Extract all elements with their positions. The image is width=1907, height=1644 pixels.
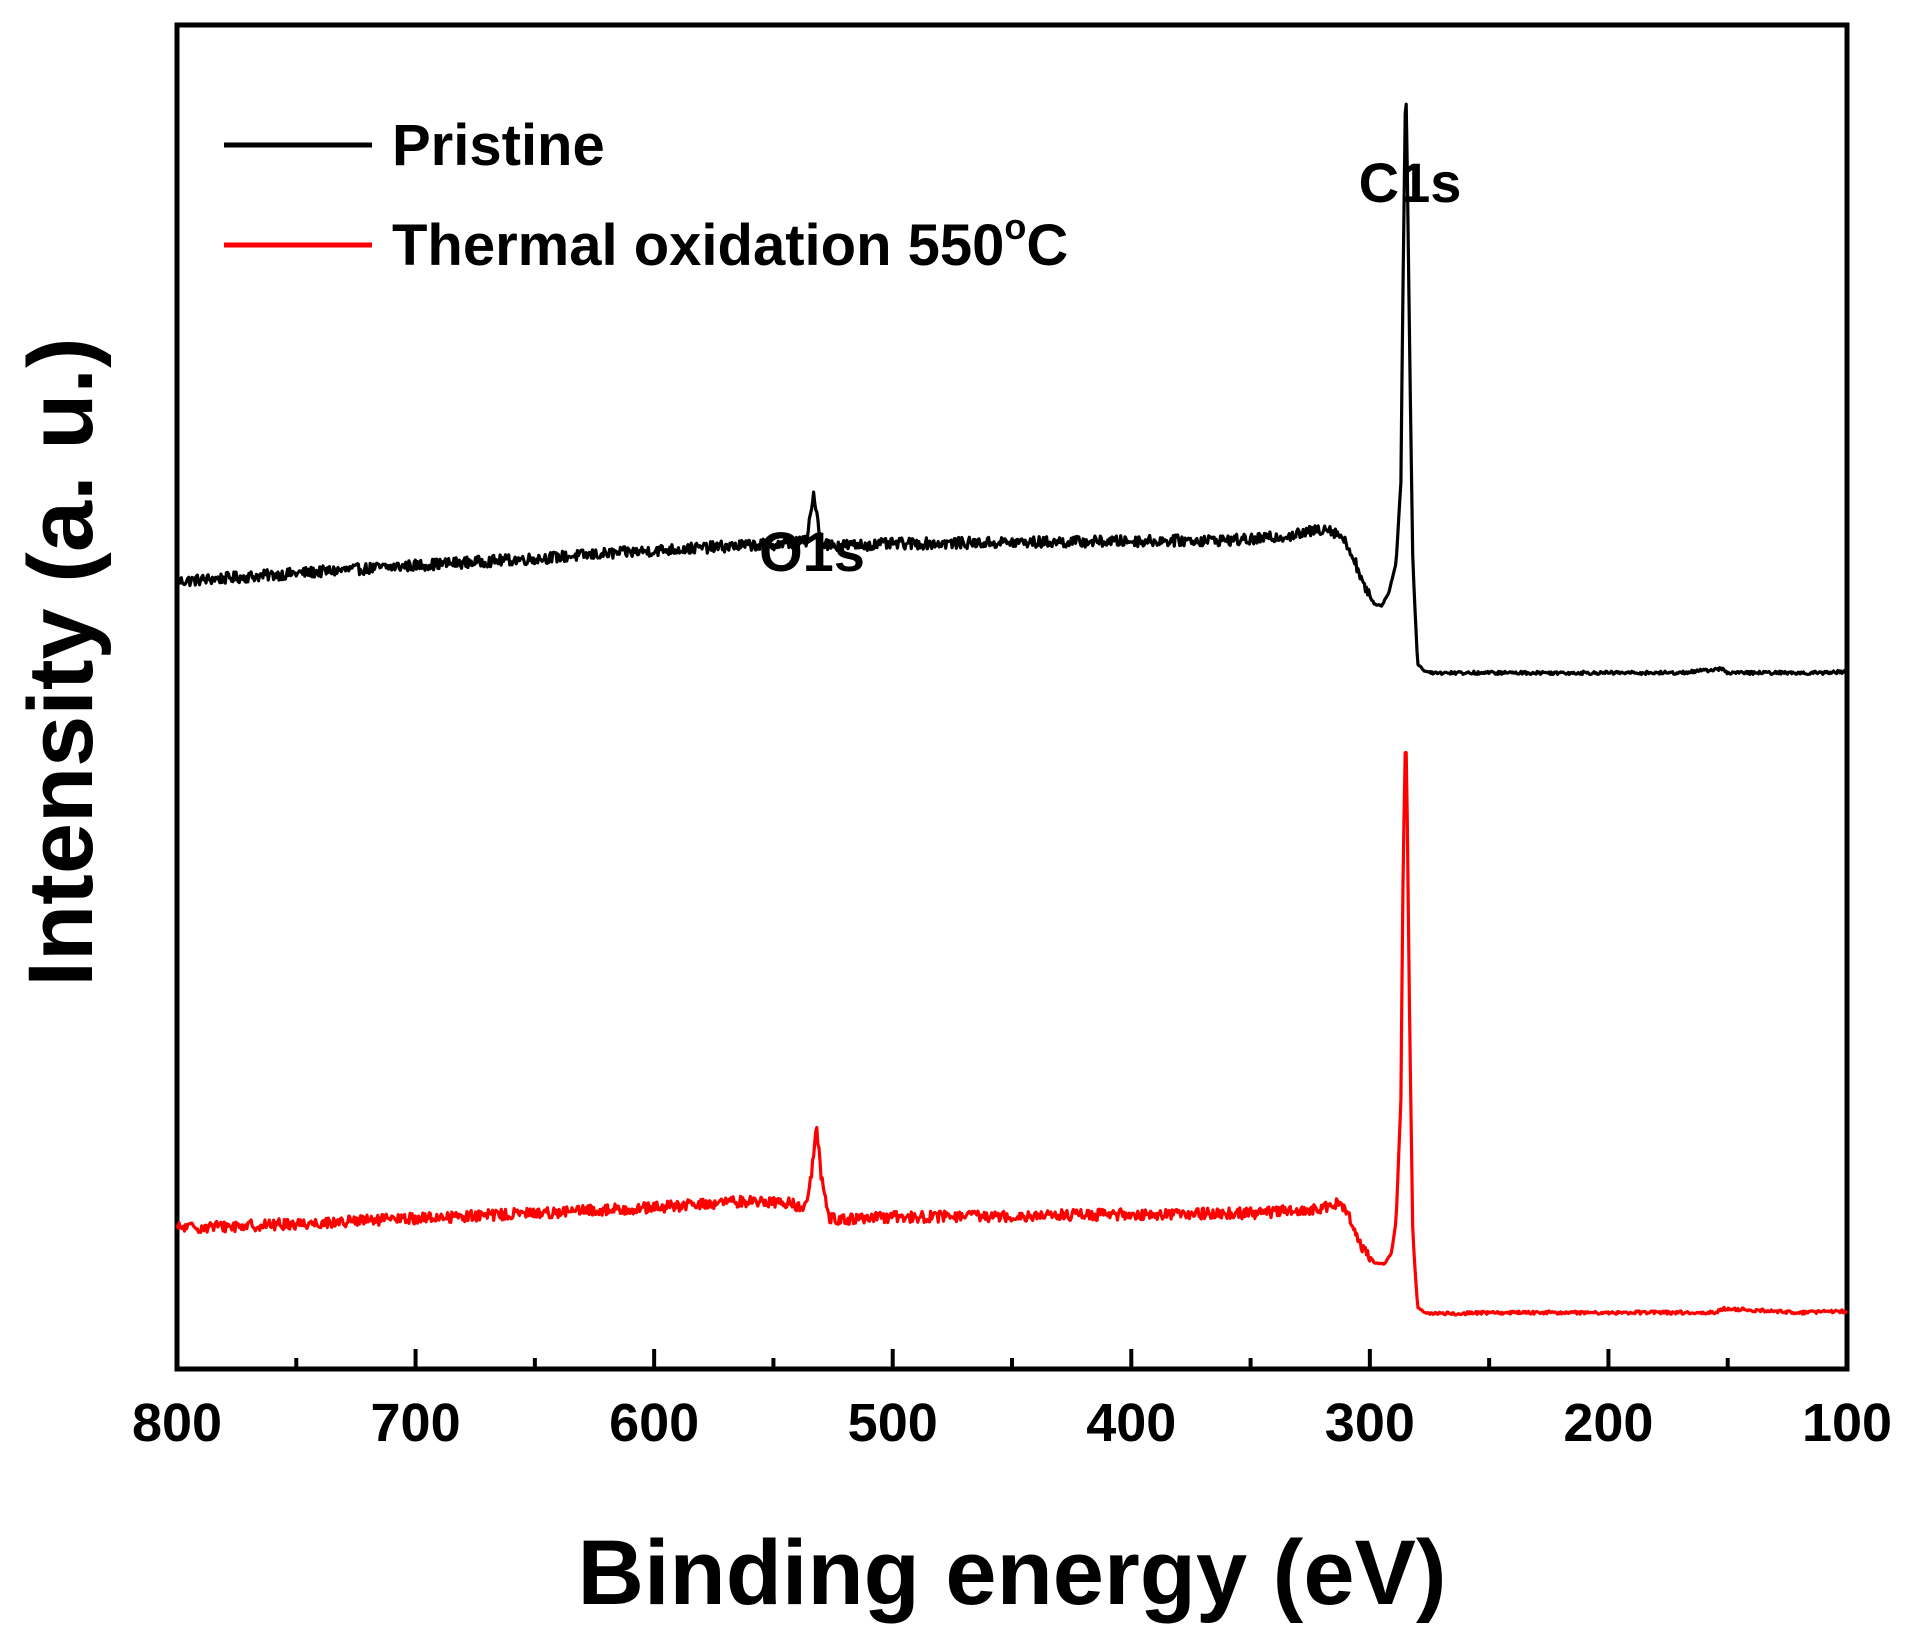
legend-degree-superscript: o xyxy=(1004,206,1026,247)
x-tick-label: 100 xyxy=(1802,1393,1892,1453)
legend-label-pristine: Pristine xyxy=(392,113,605,178)
annotation-o1s: O1s xyxy=(759,520,865,583)
legend-label-thermal-text: Thermal oxidation 550 xyxy=(392,213,1004,278)
x-tick-label: 200 xyxy=(1563,1393,1653,1453)
x-axis-ticks xyxy=(175,1349,1849,1369)
x-axis-tick-labels: 800 700 600 500 400 300 200 100 xyxy=(132,1393,1892,1453)
series-line-thermal-oxidation xyxy=(175,751,1848,1317)
series-layer xyxy=(175,102,1848,1317)
x-tick-label: 600 xyxy=(609,1393,699,1453)
legend-unit: C xyxy=(1026,213,1068,278)
series-line-pristine xyxy=(175,102,1848,676)
annotation-c1s: C1s xyxy=(1359,151,1462,214)
x-tick-label: 300 xyxy=(1325,1393,1415,1453)
legend-label-thermal-oxidation: Thermal oxidation 550oC xyxy=(392,206,1068,278)
x-tick-label: 400 xyxy=(1086,1393,1176,1453)
x-axis-title: Binding energy (eV) xyxy=(578,1522,1447,1624)
legend: Pristine Thermal oxidation 550oC xyxy=(224,113,1068,278)
x-tick-label: 500 xyxy=(848,1393,938,1453)
y-axis-title: Intensity (a. u.) xyxy=(10,337,112,986)
x-tick-label: 800 xyxy=(132,1393,222,1453)
x-tick-label: 700 xyxy=(371,1393,461,1453)
